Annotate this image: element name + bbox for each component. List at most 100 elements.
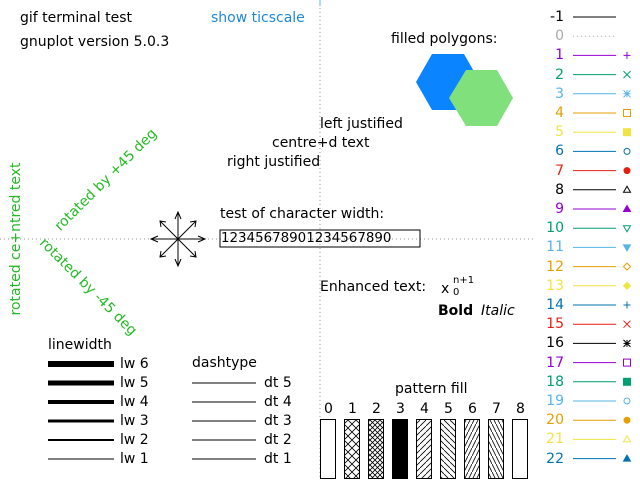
- pattern-num-1: 1: [348, 401, 357, 417]
- pattern-box-2: [368, 419, 384, 479]
- lw-4-label: lw 4: [120, 394, 149, 410]
- pattern-box-6: [464, 419, 480, 479]
- linewidth-title: linewidth: [48, 337, 112, 353]
- linetype-label-14: 14: [546, 297, 564, 313]
- pattern-fill-title: pattern fill: [395, 381, 468, 397]
- linetype-label-4: 4: [555, 105, 564, 121]
- linetype-label-7: 7: [555, 162, 564, 179]
- lw-1-label: lw 1: [120, 451, 149, 467]
- enhanced-subscript: 0: [453, 287, 460, 298]
- lw-3-label: lw 3: [120, 413, 149, 429]
- marker-ftri-icon: [622, 454, 632, 462]
- linetype-label-11: 11: [546, 239, 564, 256]
- italic-text: Italic: [481, 303, 515, 319]
- pattern-num-8: 8: [516, 401, 525, 417]
- lw-5-label: lw 5: [120, 375, 149, 391]
- pattern-box-1: [344, 419, 360, 479]
- marker-cross-icon: [623, 70, 631, 79]
- linetype-label-9: 9: [555, 201, 564, 217]
- pattern-box-5: [440, 419, 456, 479]
- linetype-label-12: 12: [546, 258, 564, 275]
- show-ticscale-label: show ticscale: [211, 10, 305, 26]
- marker-star-icon: [623, 89, 631, 98]
- lw-2-label: lw 2: [120, 432, 149, 448]
- marker-box-icon: [623, 109, 631, 117]
- linetype-label--1: -1: [550, 9, 564, 25]
- dt-5-label: dt 5: [264, 375, 292, 391]
- green-hexagon: [449, 70, 513, 126]
- left-justified-text: left justified: [320, 116, 403, 132]
- pattern-box-0: [320, 419, 336, 479]
- enhanced-x: x: [441, 281, 450, 297]
- marker-tri-icon: [622, 434, 632, 443]
- linetype-label-16: 16: [546, 335, 564, 352]
- marker-tri-icon: [622, 185, 632, 193]
- linetype-label-13: 13: [546, 277, 564, 294]
- pattern-num-7: 7: [492, 401, 501, 417]
- linetype-label-5: 5: [555, 124, 564, 141]
- linetype-label-17: 17: [546, 354, 564, 371]
- linetype-label-8: 8: [555, 181, 564, 198]
- terminal-title: gif terminal test: [20, 10, 132, 26]
- enhanced-superscript: n+1: [453, 275, 475, 286]
- pattern-num-6: 6: [468, 401, 477, 417]
- pattern-box-3: [392, 419, 408, 479]
- rotated-centred-text: rotated ce+ntred text: [8, 162, 24, 316]
- gnuplot-version: gnuplot version 5.0.3: [20, 34, 170, 50]
- pattern-num-5: 5: [444, 401, 453, 417]
- linetype-label-20: 20: [546, 412, 564, 429]
- marker-fbox-icon: [623, 128, 631, 137]
- marker-diamond-icon: [622, 262, 632, 271]
- filled-polygons-label: filled polygons:: [391, 31, 498, 47]
- linetype-samples: [573, 16, 632, 462]
- pattern-num-0: 0: [324, 401, 333, 417]
- linetype-label-0: 0: [555, 28, 564, 45]
- arrow-star-icon: [149, 210, 207, 268]
- pattern-num-3: 3: [396, 401, 405, 417]
- right-justified-text: right justified: [227, 154, 321, 170]
- marker-fbox-icon: [623, 377, 631, 386]
- dashtype-lines: [192, 382, 256, 460]
- marker-fdiamond-icon: [622, 281, 632, 291]
- linetype-label-10: 10: [546, 220, 564, 237]
- linetype-label-19: 19: [546, 393, 564, 409]
- bold-text: Bold: [438, 303, 474, 319]
- linetype-label-15: 15: [546, 316, 564, 333]
- dt-1-label: dt 1: [264, 451, 292, 467]
- marker-circle-icon: [623, 397, 631, 405]
- pattern-box-7: [488, 419, 504, 479]
- char-width-label: test of character width:: [220, 206, 385, 222]
- linetype-label-3: 3: [555, 85, 564, 102]
- marker-plus-icon: [623, 301, 631, 309]
- marker-ftri-icon: [622, 204, 632, 212]
- centred-text: centre+d text: [272, 135, 370, 151]
- linetype-label-18: 18: [546, 373, 564, 390]
- dt-2-label: dt 2: [264, 432, 292, 448]
- marker-fcircle-icon: [623, 416, 631, 424]
- pattern-box-8: [512, 419, 528, 479]
- marker-box-icon: [623, 358, 631, 367]
- linetype-label-1: 1: [555, 47, 564, 64]
- dashtype-title: dashtype: [192, 355, 257, 371]
- linetype-label-21: 21: [546, 431, 564, 448]
- linetype-label-22: 22: [546, 450, 564, 467]
- marker-itri-icon: [622, 225, 632, 233]
- marker-circle-icon: [623, 147, 631, 155]
- dt-4-label: dt 4: [264, 394, 292, 410]
- linetype-label-2: 2: [555, 66, 564, 83]
- pattern-box-4: [416, 419, 432, 479]
- dt-3-label: dt 3: [264, 413, 292, 429]
- enhanced-text-label: Enhanced text:: [320, 279, 427, 295]
- char-width-sample: 12345678901234567890: [221, 231, 392, 246]
- marker-fitri-icon: [622, 244, 632, 252]
- linetype-label-6: 6: [555, 143, 564, 160]
- char-width-box: [219, 229, 421, 248]
- marker-cross-icon: [623, 320, 631, 329]
- pattern-boxes: [320, 419, 528, 479]
- linewidth-lines: [48, 361, 114, 460]
- pattern-num-2: 2: [372, 401, 381, 417]
- marker-plus-icon: [623, 51, 631, 59]
- lw-6-label: lw 6: [120, 356, 149, 372]
